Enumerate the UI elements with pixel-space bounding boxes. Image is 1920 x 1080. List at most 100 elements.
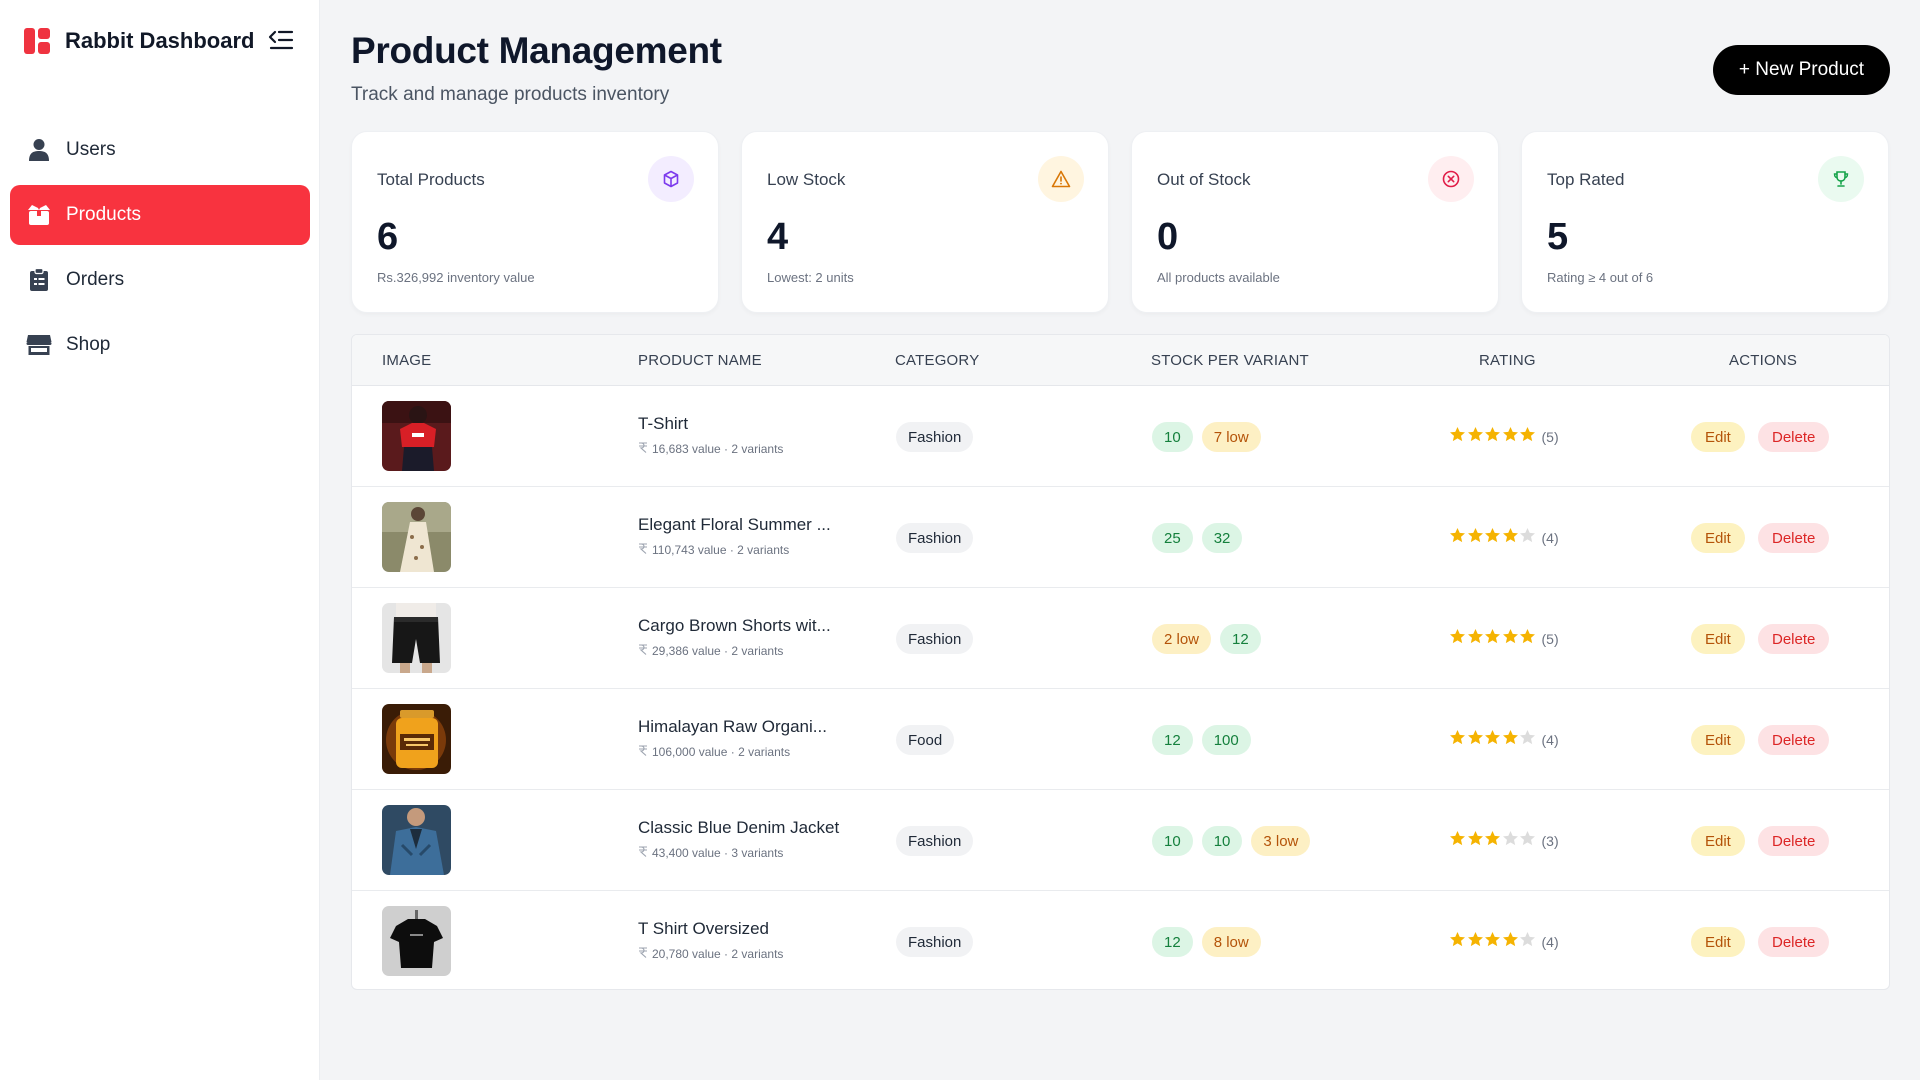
star-icon [1519,426,1537,448]
table-row: Elegant Floral Summer ... 110,743 value ·… [352,487,1889,588]
sidebar-item-shop[interactable]: Shop [10,315,310,375]
star-icon [1467,830,1485,852]
new-product-button[interactable]: + New Product [1713,45,1890,95]
stock-badge: 25 [1152,523,1193,553]
star-icon [1502,527,1520,549]
product-thumbnail [382,906,451,976]
sidebar-item-products[interactable]: Products [10,185,310,245]
edit-button[interactable]: Edit [1691,826,1745,856]
edit-button[interactable]: Edit [1691,523,1745,553]
column-header-product-name: PRODUCT NAME [638,352,762,369]
collapse-sidebar-icon[interactable] [268,28,294,52]
stat-note: Rs.326,992 inventory value [377,270,535,285]
table-row: T Shirt Oversized 20,780 value · 2 varian… [352,891,1889,989]
rating-count: (4) [1541,530,1559,546]
delete-button[interactable]: Delete [1758,624,1830,654]
column-header-image: IMAGE [382,352,432,369]
cube-icon [648,156,694,202]
product-thumbnail [382,502,451,572]
delete-button[interactable]: Delete [1758,422,1830,452]
rating-count: (4) [1541,732,1559,748]
delete-button[interactable]: Delete [1758,927,1830,957]
warning-icon [1038,156,1084,202]
star-icon [1502,426,1520,448]
edit-button[interactable]: Edit [1691,927,1745,957]
stat-value: 5 [1547,216,1569,258]
stock-variants: 10 10 3 low [1152,826,1319,856]
edit-button[interactable]: Edit [1691,725,1745,755]
star-icon [1467,426,1485,448]
star-icon [1519,931,1537,953]
rupee-icon [638,442,652,456]
rupee-icon [638,846,652,860]
delete-button[interactable]: Delete [1758,826,1830,856]
product-name: Himalayan Raw Organi... [638,717,827,736]
table-header: IMAGE PRODUCT NAME CATEGORY STOCK PER VA… [352,335,1889,386]
star-icon [1484,527,1502,549]
table-row: Himalayan Raw Organi... 106,000 value · 2… [352,689,1889,790]
trophy-icon [1818,156,1864,202]
star-icon [1484,628,1502,650]
sidebar-item-users[interactable]: Users [10,120,310,180]
delete-button[interactable]: Delete [1758,523,1830,553]
category-badge: Food [896,725,955,755]
star-icon [1519,729,1537,751]
rating-count: (5) [1541,631,1559,647]
star-icon [1519,628,1537,650]
stat-value: 4 [767,216,789,258]
product-name: T Shirt Oversized [638,919,770,938]
stock-badge: 2 low [1152,624,1212,654]
product-meta-text: 110,743 value · 2 variants [652,543,790,557]
sidebar-item-orders[interactable]: Orders [10,250,310,310]
clipboard-icon [26,267,52,293]
star-icon [1484,931,1502,953]
stock-badge: 7 low [1201,422,1261,452]
product-meta-text: 16,683 value · 2 variants [652,442,784,456]
stat-label: Total Products [377,170,485,189]
stock-badge: 12 [1152,725,1193,755]
product-name: Classic Blue Denim Jacket [638,818,840,837]
category-badge: Fashion [896,826,974,856]
column-header-category: CATEGORY [895,352,980,369]
page-title: Product Management [351,30,722,71]
product-thumbnail [382,603,451,673]
stat-value: 0 [1157,216,1179,258]
stock-badge: 8 low [1201,927,1261,957]
brand[interactable]: Rabbit Dashboard [24,26,294,56]
product-meta: 106,000 value · 2 variants [638,745,790,759]
stock-variants: 12 100 [1152,725,1260,755]
stat-card-total-products: Total Products 6 Rs.326,992 inventory va… [351,131,719,313]
stat-card-out-of-stock: Out of Stock 0 All products available [1131,131,1499,313]
stats-row: Total Products 6 Rs.326,992 inventory va… [351,131,1890,313]
delete-button[interactable]: Delete [1758,725,1830,755]
table-row: Cargo Brown Shorts wit... 29,386 value · … [352,588,1889,689]
star-icon [1467,729,1485,751]
star-icon [1449,628,1467,650]
stock-badge: 10 [1152,422,1193,452]
edit-button[interactable]: Edit [1691,422,1745,452]
star-icon [1449,527,1467,549]
stock-variants: 10 7 low [1152,422,1270,452]
rupee-icon [638,745,652,759]
stat-label: Top Rated [1547,170,1625,189]
edit-button[interactable]: Edit [1691,624,1745,654]
product-meta: 20,780 value · 2 variants [638,947,783,961]
product-name: T-Shirt [638,414,689,433]
sidebar-item-label: Orders [66,269,125,290]
star-icon [1519,527,1537,549]
product-name: Cargo Brown Shorts wit... [638,616,831,635]
category-badge: Fashion [896,624,974,654]
rupee-icon [638,947,652,961]
star-icon [1502,931,1520,953]
sidebar: Rabbit Dashboard Users Products Orders [0,0,320,1080]
star-icon [1502,729,1520,751]
x-circle-icon [1428,156,1474,202]
box-icon [26,202,52,228]
brand-logo-icon [24,28,50,54]
star-icon [1467,628,1485,650]
star-icon [1502,628,1520,650]
product-meta: 110,743 value · 2 variants [638,543,789,557]
sidebar-item-label: Shop [66,334,111,355]
stock-badge: 12 [1152,927,1193,957]
stock-badge: 32 [1201,523,1243,553]
